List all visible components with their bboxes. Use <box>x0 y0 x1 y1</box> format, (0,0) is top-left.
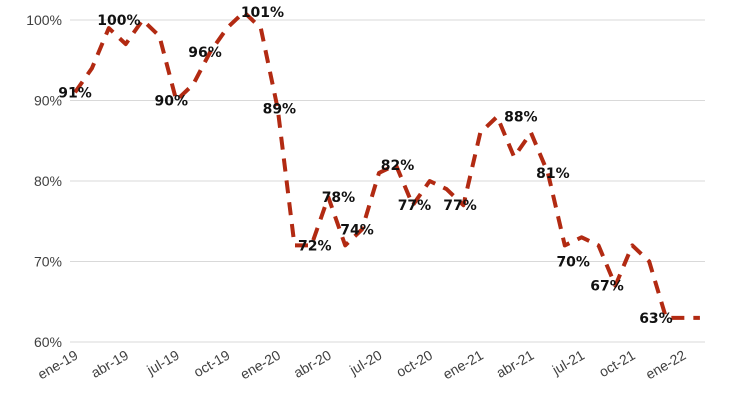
x-tick-label: abr-19 <box>88 347 131 381</box>
data-label: 100% <box>97 13 140 29</box>
x-tick-label: jul-19 <box>143 347 182 379</box>
y-tick-label: 100% <box>26 12 62 28</box>
series-line <box>73 10 700 320</box>
data-label: 67% <box>590 279 624 295</box>
data-labels: 91% 100% 90% 96% 101% 89% 72% 78% 74% 82% 77% 77% 88… <box>58 5 672 327</box>
data-label: 91% <box>58 85 92 101</box>
data-label: 101% <box>241 5 284 21</box>
x-tick-label: jul-20 <box>346 347 385 379</box>
y-tick-label: 70% <box>34 254 62 270</box>
data-label: 82% <box>381 158 415 174</box>
data-label: 96% <box>188 45 222 61</box>
data-label: 77% <box>398 198 432 214</box>
y-axis-tick-labels: 60% 70% 80% 90% 100% <box>26 12 62 350</box>
x-tick-label: oct-19 <box>191 347 233 380</box>
series-layer <box>73 10 700 320</box>
data-label: 88% <box>504 110 538 126</box>
data-label: 70% <box>556 255 590 271</box>
data-label: 78% <box>322 190 356 206</box>
x-tick-label: abr-21 <box>493 347 536 381</box>
x-tick-label: ene-22 <box>643 347 689 383</box>
data-label: 90% <box>155 94 189 110</box>
x-axis-tick-labels: ene-19 abr-19 jul-19 oct-19 ene-20 abr-20 jul-… <box>35 347 689 383</box>
data-label: 81% <box>536 166 570 182</box>
x-tick-label: oct-20 <box>393 347 435 380</box>
x-tick-label: ene-21 <box>440 347 486 383</box>
x-tick-label: oct-21 <box>596 347 638 380</box>
data-label: 72% <box>298 238 332 254</box>
y-tick-label: 80% <box>34 173 62 189</box>
data-label: 63% <box>639 311 673 327</box>
y-tick-label: 90% <box>34 93 62 109</box>
x-tick-label: ene-19 <box>35 347 81 383</box>
y-tick-label: 60% <box>34 334 62 350</box>
x-tick-label: ene-20 <box>237 347 283 383</box>
x-tick-label: abr-20 <box>291 347 334 381</box>
data-label: 74% <box>340 222 374 238</box>
gridlines <box>70 19 705 343</box>
data-label: 89% <box>263 102 297 118</box>
data-label: 77% <box>443 198 477 214</box>
x-tick-label: jul-21 <box>549 347 588 379</box>
